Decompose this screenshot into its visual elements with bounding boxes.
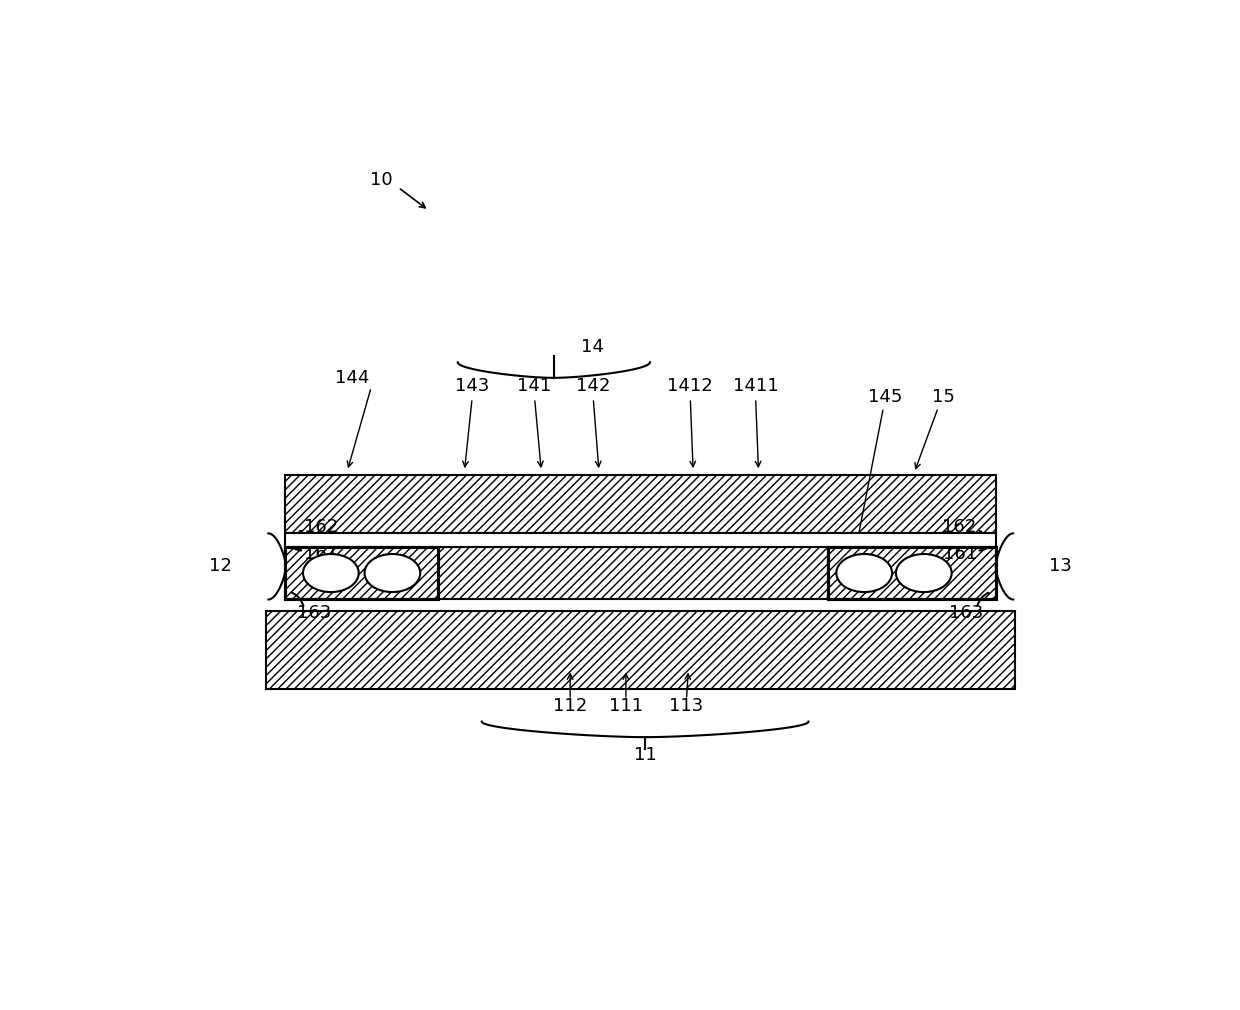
Ellipse shape [897, 554, 951, 592]
Bar [285, 546, 439, 600]
Bar [828, 546, 996, 600]
Bar [285, 546, 439, 600]
Text: 143: 143 [455, 377, 490, 395]
Text: 1411: 1411 [733, 377, 779, 395]
Text: 144: 144 [335, 369, 370, 387]
Text: 145: 145 [868, 388, 903, 406]
Text: 10: 10 [370, 171, 392, 189]
Text: 14: 14 [580, 337, 604, 356]
Text: 112: 112 [553, 697, 588, 715]
Bar [285, 475, 996, 533]
Text: 161: 161 [942, 545, 977, 564]
Text: 1412: 1412 [667, 377, 713, 395]
Bar [439, 546, 828, 600]
Text: 163: 163 [949, 604, 983, 622]
Text: 141: 141 [517, 377, 552, 395]
Text: 15: 15 [931, 388, 955, 406]
Bar [828, 546, 996, 600]
Text: 162: 162 [304, 518, 339, 536]
Ellipse shape [836, 554, 892, 592]
Text: 113: 113 [670, 697, 703, 715]
Text: 13: 13 [1049, 558, 1071, 576]
Ellipse shape [365, 554, 420, 592]
Text: 142: 142 [577, 377, 610, 395]
Text: 111: 111 [609, 697, 644, 715]
Bar [285, 533, 996, 546]
Bar [265, 611, 1016, 689]
Text: 163: 163 [298, 604, 331, 622]
Text: 11: 11 [634, 746, 656, 764]
Ellipse shape [303, 554, 358, 592]
Text: 161: 161 [304, 545, 339, 564]
Text: 12: 12 [208, 558, 232, 576]
Text: 162: 162 [942, 518, 977, 536]
